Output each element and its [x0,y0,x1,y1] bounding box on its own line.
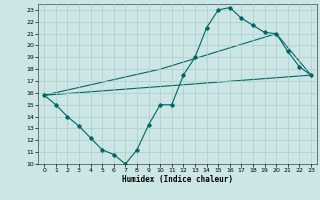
X-axis label: Humidex (Indice chaleur): Humidex (Indice chaleur) [122,175,233,184]
